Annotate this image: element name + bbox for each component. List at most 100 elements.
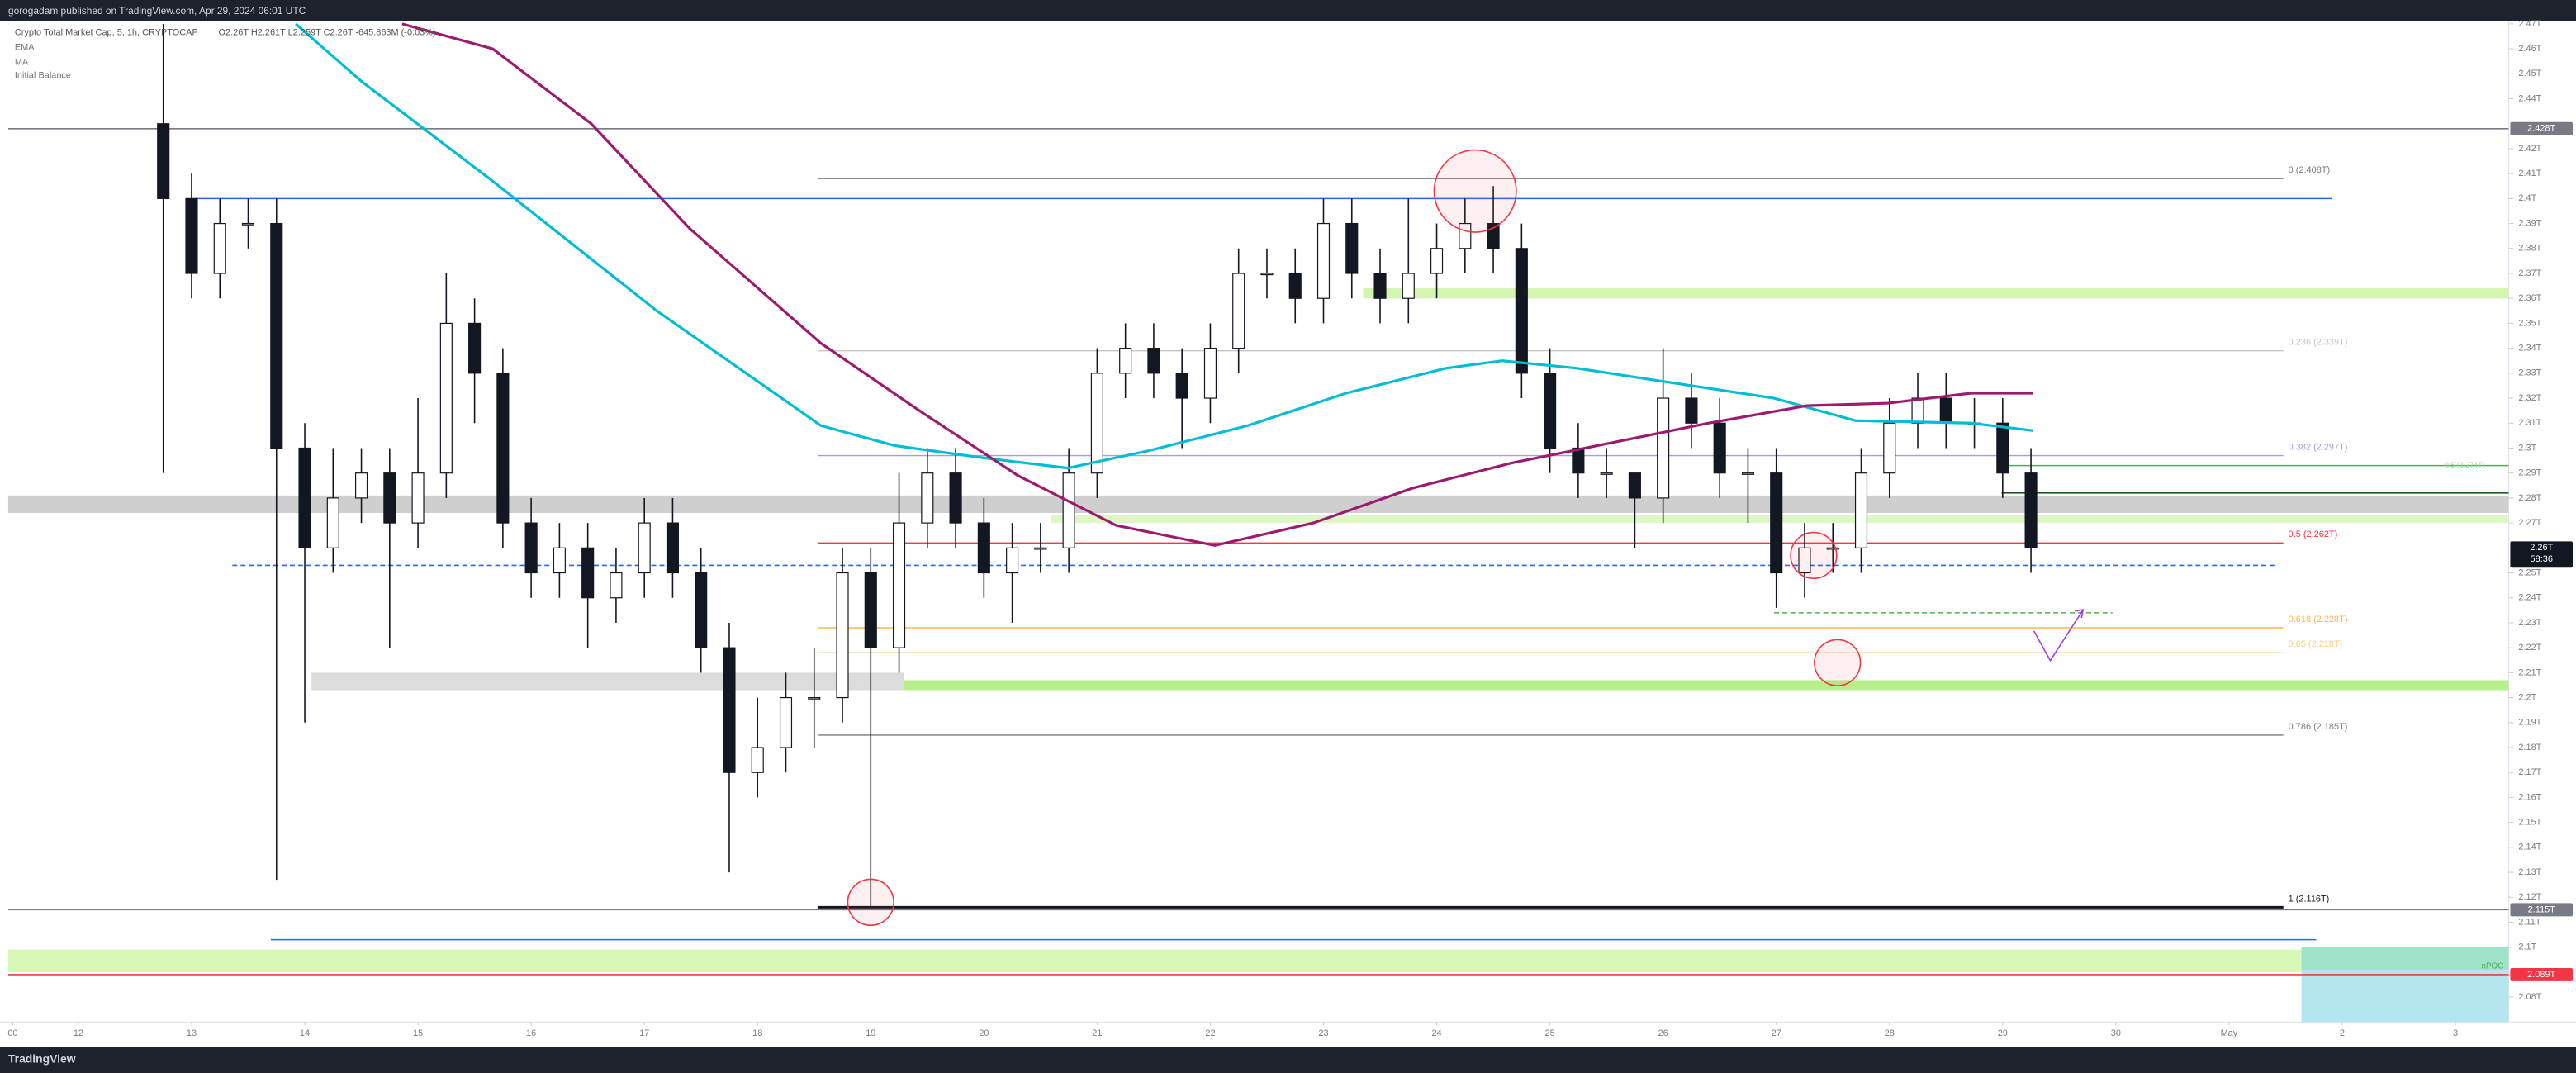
- candle-body: [1883, 422, 1896, 474]
- candle-body: [1175, 373, 1188, 399]
- highlight-circle: [1790, 531, 1838, 580]
- y-tick-label: 2.21T: [2518, 667, 2541, 677]
- candle-body: [1402, 273, 1415, 299]
- top-bar: [0, 0, 2576, 21]
- candle-body: [1600, 472, 1613, 475]
- y-tick-label: 2.19T: [2518, 718, 2541, 728]
- candle-body: [439, 322, 453, 474]
- candle-body: [1939, 397, 1952, 424]
- candle-body: [1260, 273, 1274, 276]
- candle-body: [2024, 472, 2038, 548]
- x-tick-label: 29: [1998, 1028, 2008, 1038]
- x-tick-label: 23: [1318, 1028, 1328, 1038]
- candle-body: [1316, 222, 1331, 299]
- y-tick-label: 2.13T: [2518, 867, 2541, 877]
- y-tick-label: 2.44T: [2518, 93, 2541, 103]
- candle-body: [695, 572, 708, 648]
- candle-body: [241, 222, 255, 226]
- level-label: 0.5 (2.274T): [2445, 461, 2485, 469]
- price-tag: [2510, 967, 2574, 981]
- y-tick-label: 2.33T: [2518, 368, 2541, 378]
- x-tick-label: 24: [1431, 1028, 1441, 1038]
- y-tick-label: 2.23T: [2518, 618, 2541, 628]
- y-tick-label: 2.08T: [2518, 992, 2541, 1002]
- y-tick-label: 2.12T: [2518, 892, 2541, 902]
- candle-body: [1288, 273, 1302, 299]
- npoc-label: nPOC: [2481, 961, 2503, 971]
- y-tick-label: 2.35T: [2518, 318, 2541, 328]
- candle-body: [185, 197, 198, 274]
- candle-body: [1628, 472, 1641, 499]
- y-tick-label: 2.2T: [2518, 692, 2536, 702]
- x-tick-label: 3: [2453, 1028, 2458, 1038]
- ohlc: O2.26T H2.261T L2.259T C2.26T -645.863M …: [219, 28, 436, 38]
- candle-body: [354, 472, 368, 499]
- fib-label: 1 (2.116T): [2289, 894, 2330, 904]
- indicator-line: [401, 22, 2033, 547]
- candle-body: [1854, 472, 1868, 548]
- y-tick-label: 2.32T: [2518, 393, 2541, 403]
- candle-body: [1062, 472, 1075, 548]
- candle-body: [1544, 373, 1557, 449]
- candle-body: [157, 123, 170, 199]
- plot: 2.08T2.09T2.1T2.11T2.12T2.13T2.14T2.15T2…: [7, 19, 2574, 1038]
- y-tick-label: 2.38T: [2518, 244, 2541, 254]
- zone: [1363, 288, 2509, 299]
- projection-arrow: [2033, 609, 2085, 662]
- x-tick-label: 17: [639, 1028, 649, 1038]
- y-tick-label: 2.17T: [2518, 767, 2541, 777]
- candle-body: [864, 572, 877, 648]
- fib-label: 0.618 (2.228T): [2289, 615, 2348, 624]
- y-tick-label: 2.27T: [2518, 518, 2541, 528]
- x-tick-label: 00: [7, 1028, 17, 1038]
- candle-body: [779, 696, 793, 748]
- legend-entry: MA: [15, 57, 29, 67]
- y-tick-label: 2.39T: [2518, 218, 2541, 228]
- fib-label: 0 (2.408T): [2289, 165, 2330, 175]
- zone: [2301, 947, 2509, 970]
- fib-label: 0.65 (2.218T): [2289, 639, 2343, 649]
- x-tick-label: 28: [1885, 1028, 1895, 1038]
- y-tick-label: 2.34T: [2518, 344, 2541, 354]
- candle-body: [411, 472, 425, 524]
- zone: [311, 672, 904, 691]
- x-tick-label: 2: [2340, 1028, 2345, 1038]
- candle-body: [751, 747, 764, 773]
- candle-body: [1826, 547, 1839, 550]
- candle-body: [1572, 447, 1585, 474]
- candle-body: [468, 322, 482, 374]
- highlight-circle: [847, 878, 894, 926]
- y-tick-label: 2.47T: [2518, 19, 2541, 29]
- x-tick-label: 26: [1658, 1028, 1668, 1038]
- candle-body: [1911, 397, 1924, 424]
- candle-body: [1006, 547, 1019, 574]
- candle-body: [326, 497, 339, 548]
- price-tag-label: 2.26T: [2530, 543, 2553, 553]
- brand: TradingView: [8, 1052, 76, 1066]
- candle-body: [1515, 248, 1528, 374]
- candle-body: [892, 522, 906, 648]
- y-tick-label: 2.29T: [2518, 468, 2541, 478]
- candle-body: [1203, 348, 1217, 399]
- fib-label: 0.236 (2.339T): [2289, 338, 2348, 348]
- candle-body: [666, 522, 680, 574]
- x-tick-label: 12: [74, 1028, 83, 1038]
- candle-body: [1657, 397, 1670, 499]
- x-tick-label: 14: [300, 1028, 310, 1038]
- legend-entry: Initial Balance: [15, 70, 71, 80]
- candle-body: [383, 472, 396, 524]
- y-tick-label: 2.45T: [2518, 69, 2541, 78]
- y-tick-label: 2.11T: [2518, 917, 2540, 927]
- candle-body: [1430, 248, 1444, 274]
- candle-body: [213, 222, 226, 274]
- candle-body: [723, 647, 736, 773]
- candle-body: [1090, 373, 1103, 474]
- candle-body: [949, 472, 962, 524]
- candle-body: [496, 373, 510, 524]
- y-tick-label: 2.18T: [2518, 743, 2541, 753]
- zone: [904, 680, 2509, 691]
- x-tick-label: 15: [413, 1028, 423, 1038]
- x-tick-label: 20: [979, 1028, 989, 1038]
- y-tick-label: 2.31T: [2518, 418, 2541, 428]
